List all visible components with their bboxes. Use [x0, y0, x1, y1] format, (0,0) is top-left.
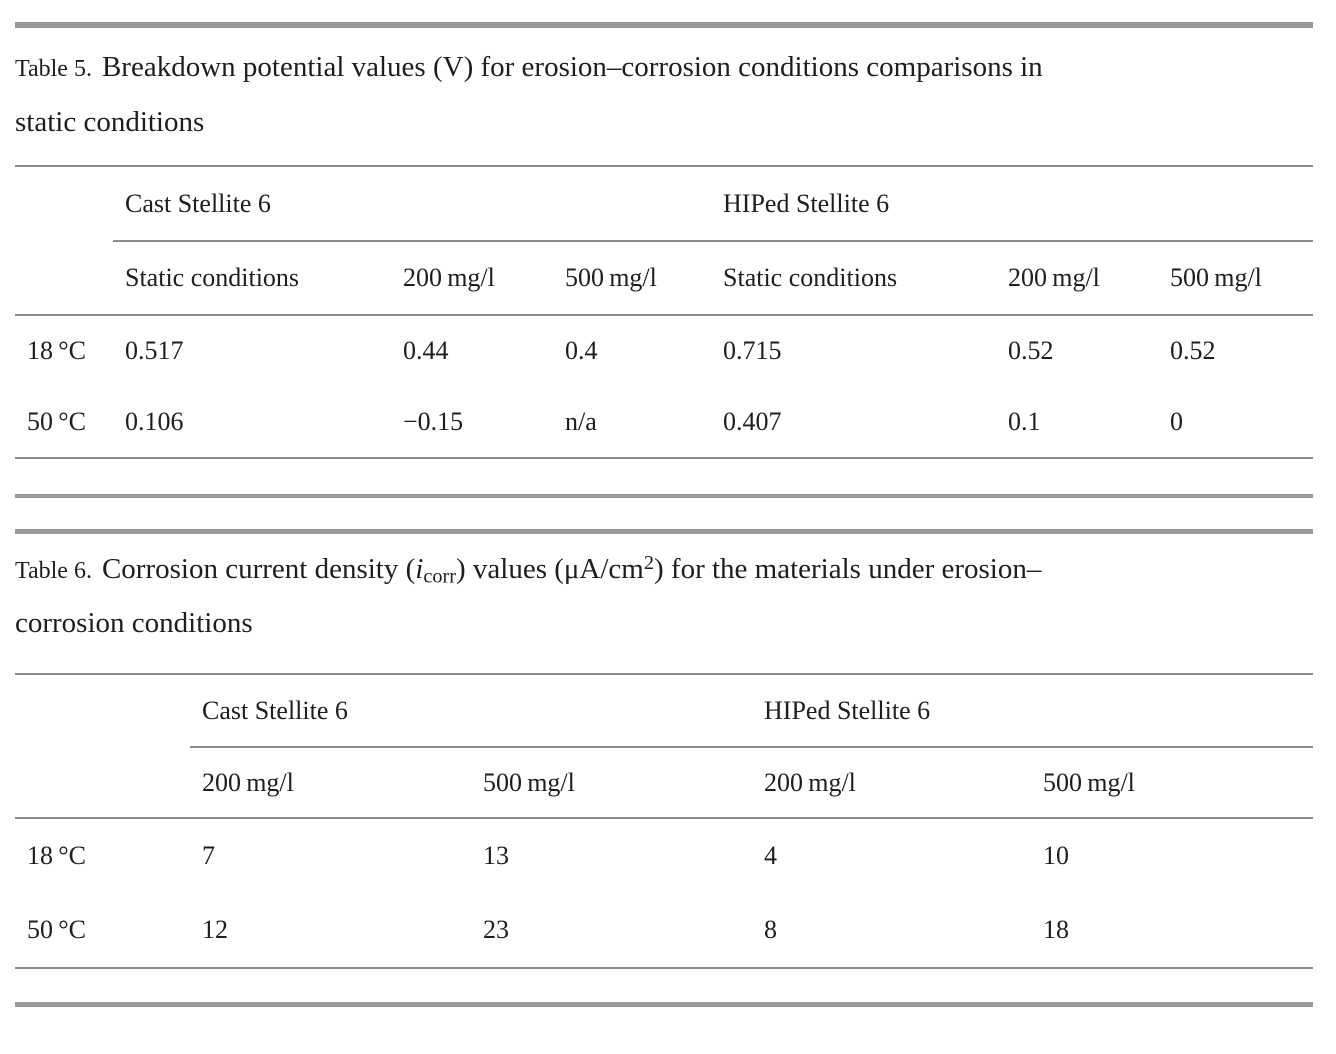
table6-caption-title-line1-end: ) for the materials under erosion– [654, 553, 1042, 585]
table6-caption-icorr-symbol: i [415, 553, 424, 585]
table5-cell-50c-500-hiped: 0 [1158, 386, 1314, 459]
table5-caption-label: Table 5. [15, 56, 92, 82]
table5-group-header-row: Cast Stellite 6 HIPed Stellite 6 [15, 166, 1314, 242]
table5-rowlabel-18c: 18 °C [27, 336, 86, 365]
table5-end-rule [15, 494, 1313, 498]
table6-row-50c: 50 °C 12 23 8 18 [15, 893, 1314, 969]
table5-row-18c: 18 °C 0.517 0.44 0.4 0.715 0.52 0.52 [15, 315, 1313, 386]
table6-rowlabel-50c: 50 °C [15, 893, 190, 969]
table6-caption-icorr-subscript: corr [423, 565, 456, 588]
table6-colhead-200mgl-cast: 200 mg/l [190, 747, 471, 819]
table6-empty-corner-cell [15, 674, 190, 747]
table6-cell-18c-200-cast: 7 [202, 841, 215, 870]
table5-cell-50c-500-cast: n/a [553, 386, 712, 459]
table6-cell-18c-500-cast: 13 [483, 841, 509, 870]
table6-colhead-200mgl-hiped: 200 mg/l [752, 747, 1032, 819]
table6-group-header-row: Cast Stellite 6 HIPed Stellite 6 [15, 674, 1314, 748]
table5-cell-18c-static-cast: 0.517 [125, 336, 184, 365]
table5-cell-50c-200-hiped: 0.1 [996, 386, 1159, 459]
table5-group-hiped-stellite: HIPed Stellite 6 [711, 166, 1314, 242]
table6-cell-50c-200-cast: 12 [190, 893, 471, 969]
table5-cell-18c-200-cast: 0.44 [403, 336, 449, 365]
table6-rowlabel-18c: 18 °C [27, 841, 86, 870]
table5-rowlabel-50c: 50 °C [15, 386, 113, 459]
table6-caption-title-mid: ) values (μA/cm [455, 553, 644, 585]
table5-group-cast-stellite: Cast Stellite 6 [113, 166, 712, 242]
table5-colhead-static-cast: Static conditions [113, 241, 391, 316]
table5-cell-18c-200-hiped: 0.52 [1008, 336, 1054, 365]
table5-cell-50c-static-cast: 0.106 [113, 386, 391, 459]
table6-colhead-500mgl-cast: 500 mg/l [471, 747, 753, 819]
table6-caption-label: Table 6. [15, 558, 92, 584]
paper-page: Table 5. Breakdown potential values (V) f… [0, 22, 1314, 1007]
table6-cell-50c-200-hiped: 8 [752, 893, 1032, 969]
table5-colhead-200mgl-hiped: 200 mg/l [996, 241, 1159, 316]
table6-column-header-row: 200 mg/l 500 mg/l 200 mg/l 500 mg/l [15, 747, 1314, 819]
table6-caption-title-line2: corrosion conditions [15, 607, 253, 639]
table6-group-hiped-stellite: HIPed Stellite 6 [752, 674, 1314, 748]
table6-cell-18c-500-hiped: 10 [1043, 841, 1070, 870]
table5-caption: Table 5. Breakdown potential values (V) f… [15, 41, 1313, 149]
table6-group-cast-stellite: Cast Stellite 6 [190, 674, 753, 748]
table6-cell-50c-500-hiped: 18 [1031, 893, 1314, 969]
table6-cell-18c-200-hiped: 4 [764, 841, 778, 870]
table5-colhead-static-hiped: Static conditions [711, 241, 997, 316]
table6-colhead-500mgl-hiped: 500 mg/l [1031, 747, 1314, 819]
table5-caption-title-line2: static conditions [15, 106, 205, 138]
table6: Cast Stellite 6 HIPed Stellite 6 200 mg/… [15, 673, 1314, 969]
table5-column-header-row: Static conditions 200 mg/l 500 mg/l Stat… [15, 241, 1314, 316]
table5-cell-50c-200-cast: −0.15 [391, 386, 553, 459]
table6-caption-squared-superscript: 2 [643, 551, 655, 574]
table5-colhead-200mgl-cast: 200 mg/l [391, 241, 553, 316]
table5-cell-18c-500-hiped: 0.52 [1170, 336, 1216, 365]
table5-empty-corner-cell [15, 166, 113, 241]
section-rule-top [15, 22, 1313, 28]
table6-row-18c: 18 °C 7 13 4 10 [15, 818, 1313, 893]
table6-cell-50c-500-cast: 23 [471, 893, 753, 969]
table5-colhead-500mgl-cast: 500 mg/l [553, 241, 712, 316]
table5-caption-title-line1: Breakdown potential values (V) for erosi… [101, 51, 1043, 83]
table5: Cast Stellite 6 HIPed Stellite 6 Static … [15, 165, 1314, 459]
table6-caption-title-pre: Corrosion current density ( [101, 553, 416, 585]
section-rule-bottom [15, 1002, 1313, 1007]
table6-caption: Table 6. Corrosion current density (icorr… [15, 543, 1313, 649]
section-rule-mid [15, 529, 1313, 534]
table5-cell-50c-static-hiped: 0.407 [711, 386, 997, 459]
table5-cell-18c-static-hiped: 0.715 [723, 336, 782, 365]
table5-empty-header-cell [15, 241, 113, 316]
table6-empty-header-cell [15, 747, 190, 819]
table5-cell-18c-500-cast: 0.4 [565, 336, 598, 365]
table5-row-50c: 50 °C 0.106 −0.15 n/a 0.407 0.1 0 [15, 386, 1314, 459]
table5-colhead-500mgl-hiped: 500 mg/l [1158, 241, 1314, 316]
